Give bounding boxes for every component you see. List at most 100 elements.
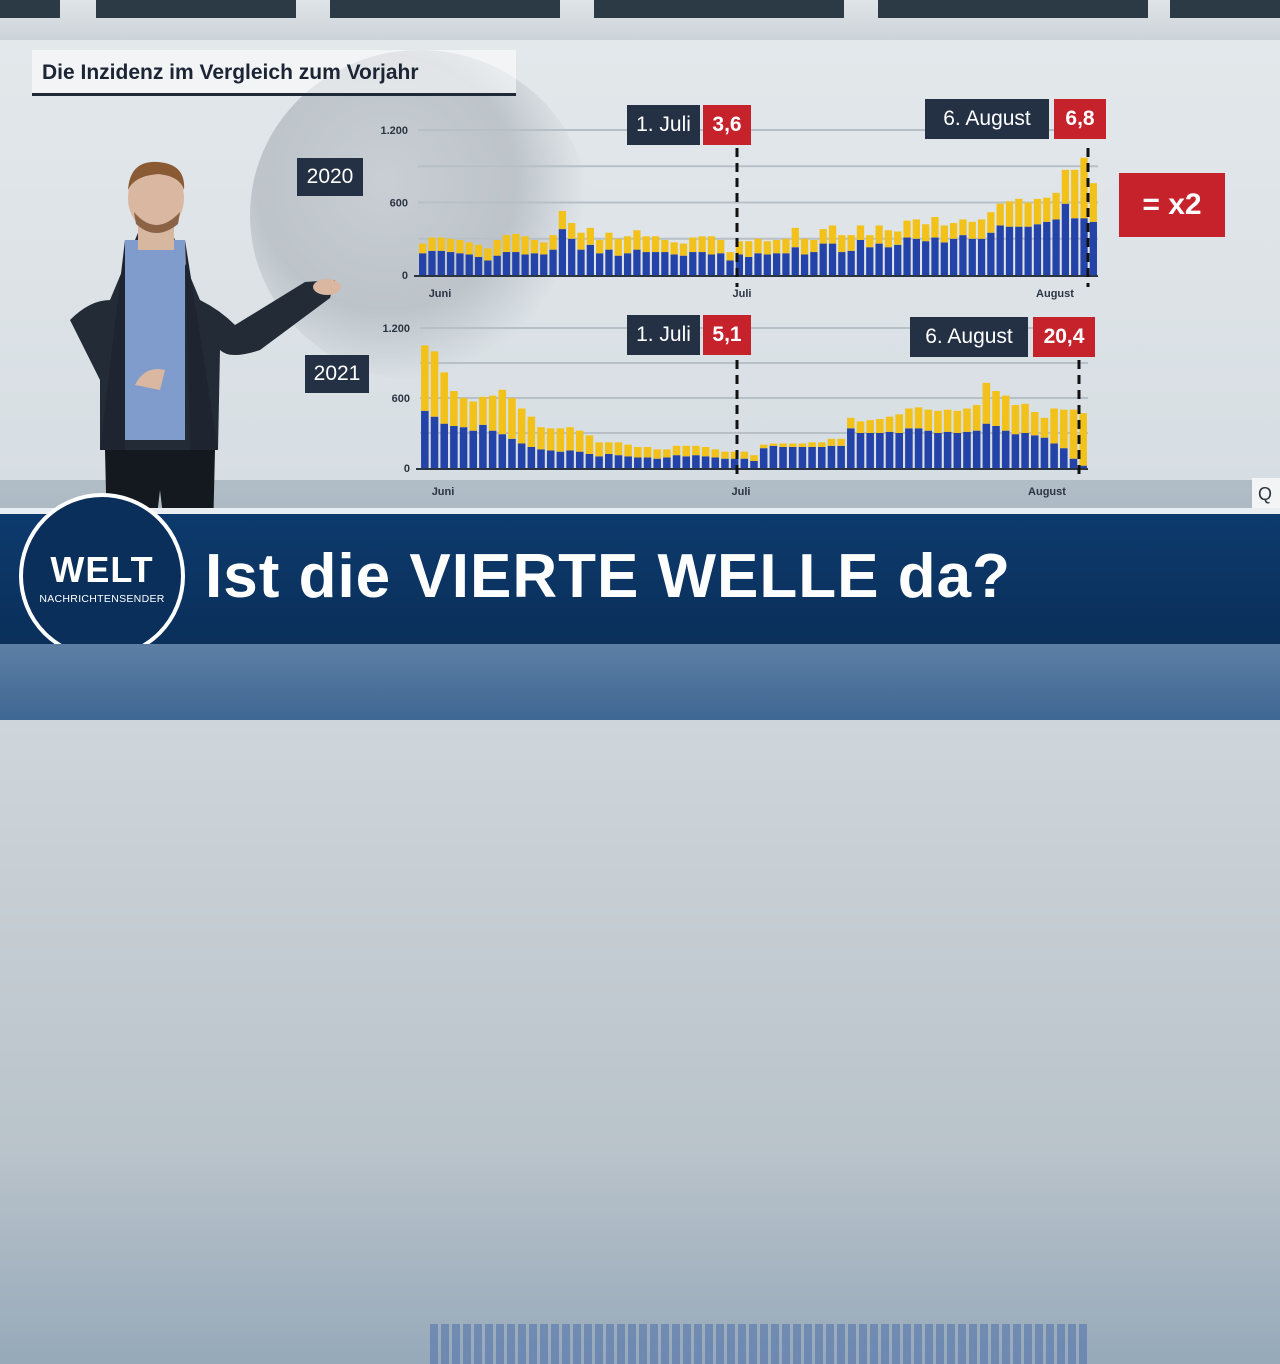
logo-wordmark: WELT [50,549,154,590]
bar-segment-blue [949,238,958,275]
bar-segment-yellow [1050,408,1058,444]
bar-segment-yellow [1021,403,1029,433]
bar-segment-yellow [949,223,958,239]
bar-segment-yellow [968,221,976,239]
bar-segment-blue [769,445,778,468]
bar-segment-blue [754,253,762,275]
y-tick-label: 600 [390,198,408,210]
bar-segment-yellow [827,438,836,446]
bar-segment-yellow [672,445,681,456]
bar-segment-yellow [972,405,981,431]
bar-segment-yellow [750,455,758,461]
studio-floor [0,644,1280,1364]
bar-segment-blue [450,426,458,468]
bar-segment-blue [875,243,883,275]
bar-segment-yellow [959,219,967,236]
bar-segment-yellow [1079,413,1087,466]
bar-segment-yellow [837,438,845,446]
bar-segment-yellow [450,391,458,426]
bar-segment-yellow [517,408,526,444]
bar-segment-yellow [1005,201,1014,227]
bar-segment-yellow [1061,169,1070,204]
bar-segment-blue [596,253,604,275]
bar-segment-yellow [740,451,749,459]
bar-segment-blue [953,433,962,468]
bar-segment-blue [922,241,930,275]
bar-segment-yellow [1033,198,1042,225]
bar-segment-blue [651,252,660,275]
bar-segment-blue [934,433,942,468]
bar-segment-blue [972,430,981,468]
bar-segment-yellow [446,238,455,253]
bar-segment-yellow [940,225,948,243]
bar-segment-blue [1060,448,1068,468]
bar-segment-blue [682,456,691,468]
bar-segment-blue [819,243,827,275]
bar-segment-blue [568,238,576,275]
chart-title: Die Inzidenz im Vergleich zum Vorjahr [32,50,516,96]
bar-segment-yellow [596,239,604,254]
bar-segment-yellow [924,409,933,431]
bar-segment-yellow [754,238,762,254]
y-tick-label: 0 [404,463,410,475]
bar-segment-yellow [465,242,473,255]
ceiling-panel [0,0,60,18]
bar-segment-yellow [912,219,920,239]
bar-segment-blue [940,242,948,275]
bar-segment-yellow [670,242,678,255]
bar-segment-blue [763,254,771,275]
bar-segment-yellow [1052,192,1060,220]
bar-segment-yellow [661,239,669,253]
bar-segment-blue [866,433,874,468]
bar-segment-yellow [856,421,865,433]
chart-2021: 1.200 600 0 Juni Juli August [382,323,1088,498]
bar-segment-yellow [679,243,688,256]
bar-segment-blue [530,253,539,275]
bar-segment-blue [1050,443,1058,468]
bar-segment-blue [419,253,427,275]
bar-segment-yellow [943,409,952,432]
bar-segment-blue [679,255,688,275]
bar-segment-yellow [682,445,691,457]
marker-date-label: 6. August [910,317,1028,357]
bar-segment-blue [791,247,799,275]
bar-segment-blue [1079,465,1087,468]
bar-segment-yellow [894,231,902,245]
bar-segment-yellow [721,451,729,459]
bar-segment-yellow [905,408,913,429]
bar-segment-yellow [1060,409,1068,449]
marker-date-label: 6. August [925,99,1049,139]
bar-segment-yellow [642,236,650,253]
bar-segment-yellow [1030,412,1039,436]
bar-segment-yellow [484,248,492,261]
bar-segment-blue [663,457,671,468]
bar-segment-yellow [788,443,797,447]
x-tick-label: Juni [432,486,455,498]
ceiling-panel [96,0,296,18]
bar-segment-blue [428,250,436,275]
bar-segment-yellow [508,398,516,439]
bar-segment-blue [810,252,818,275]
bar-segment-yellow [585,435,594,454]
bar-segment-yellow [987,212,995,233]
floor-reflection [430,1324,1090,1364]
x-tick-label: Juli [732,486,751,498]
bar-segment-yellow [1001,395,1010,431]
bar-segment-yellow [726,252,734,261]
bar-segment-blue [1061,203,1070,275]
bar-segment-blue [585,454,594,468]
bar-segment-yellow [558,210,567,230]
bar-segment-blue [479,424,487,468]
bar-segment-blue [837,445,845,468]
lower-third-banner [0,508,1280,644]
bar-segment-yellow [556,428,565,452]
bar-segment-yellow [614,442,623,456]
bar-segment-blue [465,254,473,275]
bar-segment-blue [623,253,632,275]
bar-segment-blue [943,431,952,468]
bar-segment-yellow [772,239,781,254]
bar-segment-yellow [759,444,768,449]
bar-segment-yellow [953,410,962,433]
bar-segment-blue [856,433,865,468]
bar-segment-blue [1021,433,1029,468]
